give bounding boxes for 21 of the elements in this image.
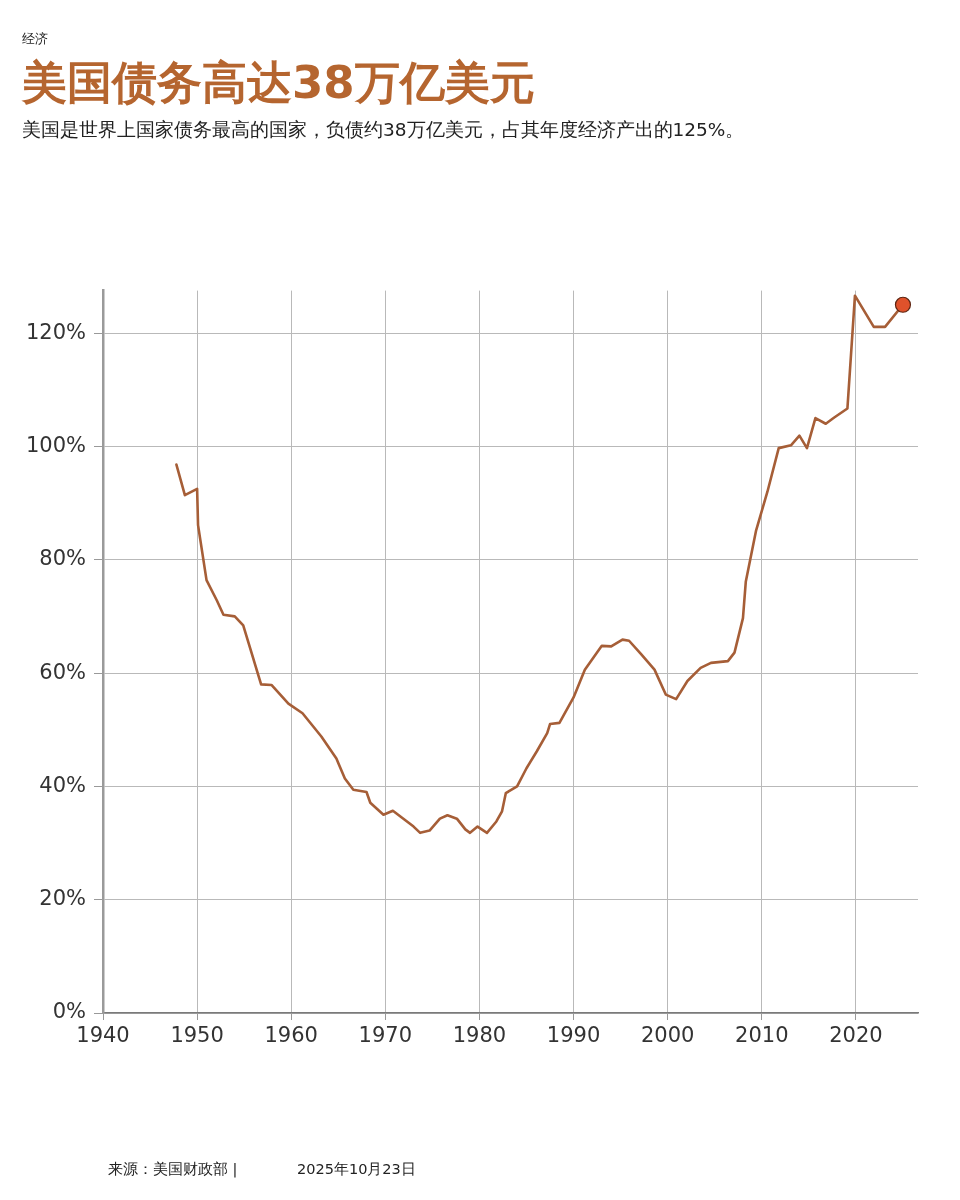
x-tick-label: 1980 [452, 1023, 507, 1048]
x-tick-label: 2000 [640, 1023, 695, 1048]
x-tick-label: 1950 [170, 1023, 224, 1048]
y-tick-label: 120% [25, 319, 86, 344]
text: 经济 [22, 30, 48, 48]
y-tick-label: 20% [39, 886, 86, 911]
x-tick-label: 1970 [358, 1023, 413, 1048]
y-tick-label: 40% [39, 772, 86, 797]
y-tick-label: 60% [39, 659, 86, 684]
x-tick-label: 1960 [264, 1023, 318, 1048]
y-tick-label: 0% [52, 999, 86, 1024]
y-tick-label: 100% [25, 432, 86, 457]
text: 2025年10月23日 [297, 1160, 416, 1179]
x-tick-label: 2010 [735, 1023, 789, 1048]
chart-subtitle: 美国是世界上国家债务最高的国家，负债约38万亿美元，占其年度经济产出的125%。 [22, 118, 745, 142]
source-note: 来源：美国财政部 | [108, 1160, 238, 1179]
x-tick-label: 1990 [546, 1023, 601, 1048]
y-tick-label: 80% [39, 546, 86, 571]
x-tick-label: 2020 [829, 1023, 883, 1048]
chart-title: 美国债务高达38万亿美元 [22, 55, 535, 111]
x-tick-label: 1940 [76, 1023, 130, 1048]
